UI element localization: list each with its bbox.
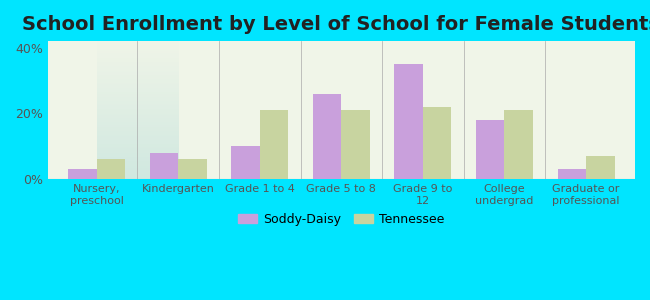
- Bar: [423, 107, 452, 179]
- Legend: Soddy-Daisy, Tennessee: Soddy-Daisy, Tennessee: [233, 208, 449, 231]
- Bar: [260, 110, 289, 179]
- Bar: [476, 120, 504, 179]
- Bar: [395, 64, 423, 179]
- Bar: [150, 153, 178, 179]
- Bar: [586, 156, 615, 179]
- Bar: [558, 169, 586, 179]
- Bar: [178, 160, 207, 179]
- Bar: [97, 160, 125, 179]
- Bar: [504, 110, 533, 179]
- Bar: [341, 110, 370, 179]
- Bar: [68, 169, 97, 179]
- Bar: [231, 146, 260, 179]
- Title: School Enrollment by Level of School for Female Students: School Enrollment by Level of School for…: [23, 15, 650, 34]
- Bar: [313, 94, 341, 179]
